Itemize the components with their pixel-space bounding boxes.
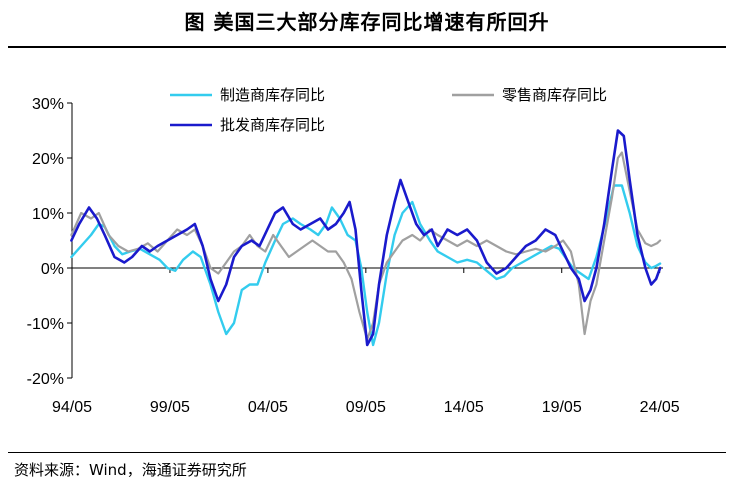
series-line-retail xyxy=(70,151,662,341)
y-tick-label: -10% xyxy=(27,316,64,333)
series-line-wholesale xyxy=(70,129,662,347)
y-tick-label: -20% xyxy=(27,371,64,388)
y-tick-label: 0% xyxy=(41,261,64,278)
y-tick-label: 30% xyxy=(32,96,64,113)
legend-label-retail: 零售商库存同比 xyxy=(502,86,607,104)
x-tick-label: 04/05 xyxy=(248,399,288,416)
y-tick-label: 10% xyxy=(32,206,64,223)
legend-label-manufacturing: 制造商库存同比 xyxy=(220,86,325,104)
page-title: 图 美国三大部分库存同比增速有所回升 xyxy=(184,10,550,34)
legend-label-wholesale: 批发商库存同比 xyxy=(220,116,325,134)
x-tick-label: 94/05 xyxy=(52,399,92,416)
x-tick-label: 14/05 xyxy=(444,399,484,416)
x-tick-label: 24/05 xyxy=(640,399,680,416)
source-note: 资料来源：Wind，海通证券研究所 xyxy=(14,461,247,479)
title-divider xyxy=(8,46,726,48)
x-tick-label: 19/05 xyxy=(542,399,582,416)
axes: -20% -10% 0% 10% 20% 30% 94/05 99/05 04/05 09/05 1… xyxy=(27,96,680,416)
series-line-manufacturing xyxy=(70,184,662,347)
x-tick-label: 09/05 xyxy=(346,399,386,416)
series-group xyxy=(70,129,662,347)
x-tick-label: 99/05 xyxy=(150,399,190,416)
y-tick-label: 20% xyxy=(32,151,64,168)
footer-divider xyxy=(8,452,726,453)
